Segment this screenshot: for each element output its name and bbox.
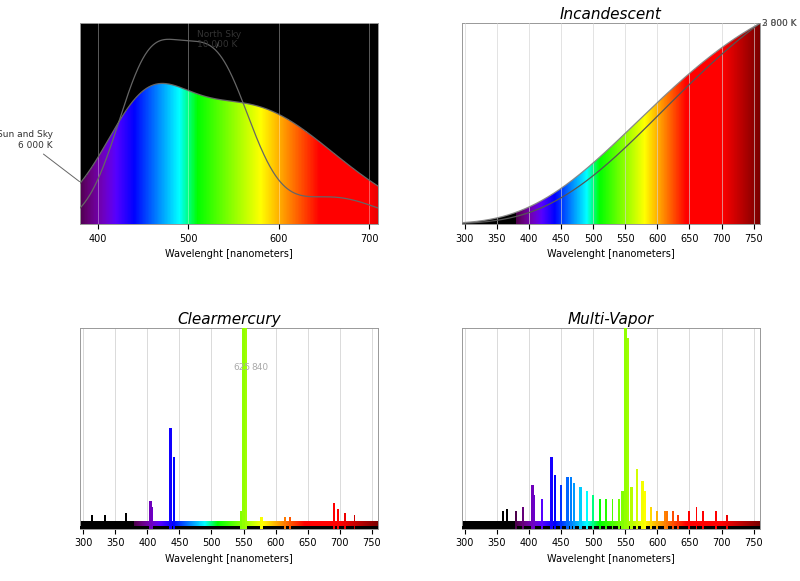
Bar: [666, 511, 668, 529]
Text: 3 000 K: 3 000 K: [762, 19, 797, 28]
Bar: [605, 498, 607, 529]
Bar: [534, 494, 535, 529]
Bar: [104, 515, 106, 529]
Bar: [554, 475, 556, 529]
Bar: [611, 498, 614, 529]
Bar: [506, 508, 508, 529]
Bar: [531, 485, 534, 529]
X-axis label: Wavelenght [nanometers]: Wavelenght [nanometers]: [547, 554, 674, 564]
Bar: [630, 487, 633, 529]
Bar: [333, 503, 335, 529]
Bar: [714, 511, 717, 529]
Bar: [598, 498, 601, 529]
Bar: [522, 507, 524, 529]
Bar: [150, 501, 152, 529]
Bar: [245, 328, 247, 529]
Bar: [702, 511, 704, 529]
Title: Incandescent: Incandescent: [560, 7, 662, 22]
Bar: [650, 507, 652, 529]
Bar: [173, 457, 174, 529]
Bar: [635, 468, 638, 529]
Title: Multi-Vapor: Multi-Vapor: [568, 312, 654, 327]
Text: Sun and Sky
6 000 K: Sun and Sky 6 000 K: [0, 130, 79, 182]
Bar: [560, 485, 562, 529]
Bar: [90, 515, 93, 529]
Bar: [592, 494, 594, 529]
Bar: [260, 517, 262, 529]
X-axis label: Wavelenght [nanometers]: Wavelenght [nanometers]: [166, 249, 293, 259]
Bar: [337, 508, 339, 529]
Bar: [695, 507, 698, 529]
X-axis label: Wavelenght [nanometers]: Wavelenght [nanometers]: [547, 249, 674, 259]
Bar: [643, 490, 646, 529]
Bar: [664, 511, 666, 529]
Text: 2 800 K: 2 800 K: [762, 19, 797, 28]
Bar: [242, 328, 245, 529]
Bar: [240, 511, 242, 529]
Bar: [151, 507, 154, 529]
Bar: [624, 328, 626, 529]
Bar: [579, 487, 582, 529]
Bar: [657, 511, 658, 529]
Bar: [125, 512, 126, 529]
X-axis label: Wavelenght [nanometers]: Wavelenght [nanometers]: [166, 554, 293, 564]
Bar: [689, 511, 690, 529]
Bar: [626, 338, 629, 529]
Bar: [586, 490, 588, 529]
Bar: [261, 517, 263, 529]
Bar: [502, 511, 505, 529]
Bar: [570, 476, 572, 529]
Bar: [673, 511, 674, 529]
Bar: [354, 515, 355, 529]
Bar: [541, 498, 543, 529]
Bar: [622, 490, 624, 529]
Bar: [284, 517, 286, 529]
Bar: [550, 457, 553, 529]
Bar: [344, 512, 346, 529]
Bar: [573, 483, 575, 529]
Bar: [566, 476, 569, 529]
Bar: [677, 515, 679, 529]
Text: 625: 625: [234, 363, 251, 372]
Bar: [726, 515, 728, 529]
Bar: [242, 511, 244, 529]
Bar: [169, 428, 172, 529]
Text: 840: 840: [252, 363, 269, 372]
Bar: [515, 511, 518, 529]
Title: Clearmercury: Clearmercury: [178, 312, 281, 327]
Bar: [642, 480, 644, 529]
Bar: [290, 517, 291, 529]
Bar: [618, 498, 620, 529]
Text: North Sky
10 000 K: North Sky 10 000 K: [198, 30, 242, 49]
